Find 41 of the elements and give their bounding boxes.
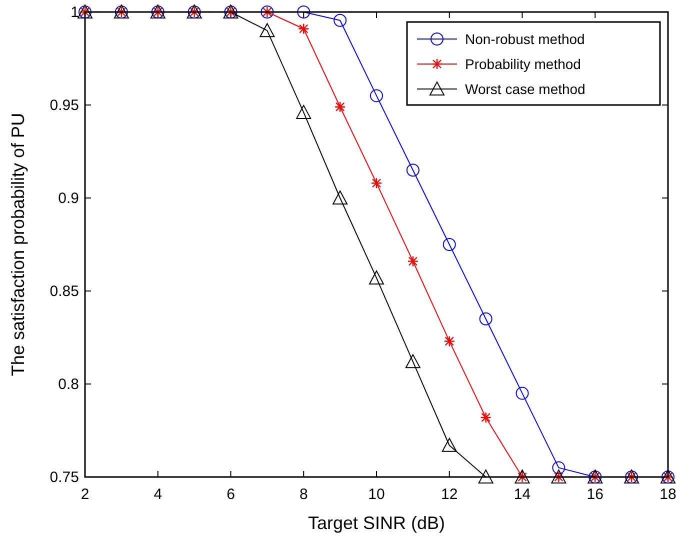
point (478, 470, 494, 484)
legend-label: Probability method (465, 56, 581, 72)
point (370, 178, 382, 189)
y-tick-label: 0.8 (58, 376, 79, 393)
point (260, 23, 275, 38)
point (334, 14, 347, 27)
x-axis-title: Target SINR (dB) (308, 513, 446, 533)
point (407, 256, 419, 267)
x-tick-label: 2 (80, 486, 90, 503)
point (332, 190, 348, 204)
point (516, 386, 529, 400)
x-tick-label: 8 (299, 486, 308, 503)
point (370, 89, 383, 102)
x-tick-label: 10 (368, 486, 385, 503)
point (442, 238, 456, 251)
y-tick-label: 0.95 (50, 97, 79, 114)
y-axis-title: The satisfaction probability of PU (8, 112, 28, 376)
point (442, 438, 457, 452)
y-tick-label: 0.75 (50, 469, 79, 486)
point (296, 104, 312, 119)
point (369, 270, 384, 284)
point (405, 354, 420, 368)
point (297, 6, 310, 18)
x-tick-label: 12 (441, 486, 458, 503)
point (444, 336, 455, 347)
point (334, 101, 346, 112)
y-tick-label: 0.9 (58, 190, 79, 207)
point (552, 461, 566, 474)
point (479, 312, 492, 326)
x-tick-label: 6 (226, 486, 235, 503)
point (480, 412, 492, 424)
legend-label: Worst case method (465, 81, 586, 97)
point (406, 164, 420, 177)
x-tick-label: 16 (586, 486, 604, 503)
y-tick-label: 0.85 (50, 283, 79, 300)
legend-label: Non-robust method (465, 31, 585, 47)
point (298, 23, 310, 34)
x-tick-label: 18 (660, 486, 676, 503)
x-tick-label: 4 (154, 486, 162, 503)
x-tick-label: 14 (514, 486, 531, 503)
y-tick-label: 1 (70, 4, 79, 21)
